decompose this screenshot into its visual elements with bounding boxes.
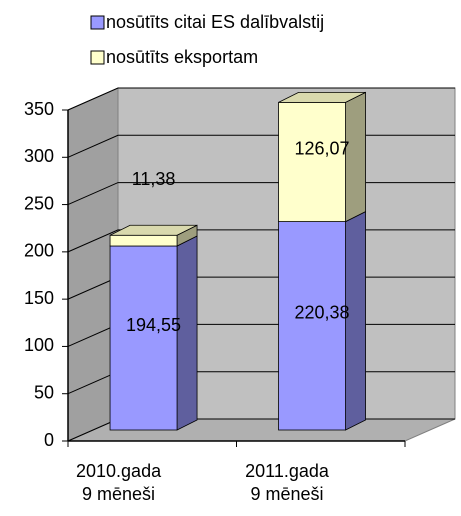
legend-label: nosūtīts eksportam bbox=[106, 47, 258, 67]
y-tick-label: 350 bbox=[24, 99, 54, 119]
data-label: 11,38 bbox=[132, 169, 176, 189]
y-tick-label: 0 bbox=[44, 430, 54, 450]
bar-top bbox=[109, 224, 198, 236]
bar bbox=[109, 245, 178, 431]
bar-top bbox=[278, 91, 366, 103]
y-tick-label: 50 bbox=[34, 382, 54, 402]
legend-swatch bbox=[90, 50, 105, 65]
x-tick-label: 9 mēneši bbox=[82, 484, 155, 504]
x-tick-label: 2011.gada bbox=[245, 461, 330, 481]
x-tick-label: 2010.gada bbox=[76, 461, 162, 481]
y-tick-label: 200 bbox=[24, 241, 54, 261]
legend-swatch bbox=[90, 15, 105, 30]
data-label: 126,07 bbox=[295, 139, 350, 159]
data-label: 220,38 bbox=[295, 303, 350, 323]
y-tick-label: 300 bbox=[24, 146, 54, 166]
legend-label: nosūtīts citai ES dalībvalstij bbox=[106, 12, 324, 32]
x-tick-label: 9 mēneši bbox=[251, 484, 324, 504]
y-tick-label: 100 bbox=[24, 335, 54, 355]
grid-line bbox=[67, 87, 455, 111]
bar bbox=[278, 221, 346, 431]
bar bbox=[278, 101, 346, 222]
y-tick-label: 250 bbox=[24, 193, 54, 213]
bar bbox=[109, 234, 178, 247]
y-tick-label: 150 bbox=[24, 288, 54, 308]
data-label: 194,55 bbox=[126, 315, 181, 335]
